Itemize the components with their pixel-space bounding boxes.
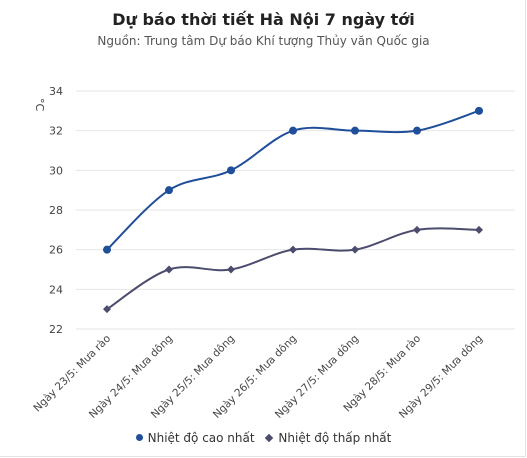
y-tick-label: 32 [49, 125, 63, 138]
grid-lines [76, 90, 515, 330]
y-tick-label: 24 [49, 283, 63, 296]
series-low [103, 225, 483, 314]
y-axis-label: °C [33, 98, 46, 112]
data-point[interactable] [103, 305, 111, 314]
series-high [103, 106, 483, 254]
y-tick-label: 34 [49, 85, 63, 98]
data-point[interactable] [475, 225, 483, 234]
data-point[interactable] [351, 126, 359, 135]
legend-item-high[interactable]: Nhiệt độ cao nhất [135, 431, 255, 445]
chart-title: Dự báo thời tiết Hà Nội 7 ngày tới [112, 10, 415, 29]
series-line [106, 227, 480, 311]
data-point[interactable] [227, 265, 235, 274]
data-point[interactable] [165, 186, 173, 195]
circle-marker-icon [135, 434, 143, 441]
chart-subtitle: Nguồn: Trung tâm Dự báo Khí tượng Thủy v… [97, 34, 430, 48]
y-tick-label: 22 [49, 323, 63, 336]
data-point[interactable] [289, 126, 297, 135]
data-point[interactable] [475, 106, 483, 115]
legend-item-low[interactable]: Nhiệt độ thấp nhất [265, 431, 392, 445]
data-point[interactable] [413, 225, 421, 234]
legend-label-low: Nhiệt độ thấp nhất [278, 431, 392, 445]
data-point[interactable] [351, 245, 359, 254]
legend-label-high: Nhiệt độ cao nhất [147, 431, 255, 445]
data-point[interactable] [289, 245, 297, 254]
y-tick-label: 26 [49, 244, 63, 257]
data-point[interactable] [413, 126, 421, 135]
diamond-marker-icon [265, 433, 274, 443]
y-tick-label: 28 [49, 204, 63, 217]
data-point[interactable] [165, 265, 173, 274]
legend: Nhiệt độ cao nhất Nhiệt độ thấp nhất [0, 431, 527, 445]
series [103, 106, 483, 314]
data-point[interactable] [103, 245, 111, 254]
data-point[interactable] [227, 166, 235, 175]
y-tick-label: 30 [49, 164, 63, 177]
y-axis-ticks: 22 24 26 28 30 32 34 [49, 85, 63, 336]
